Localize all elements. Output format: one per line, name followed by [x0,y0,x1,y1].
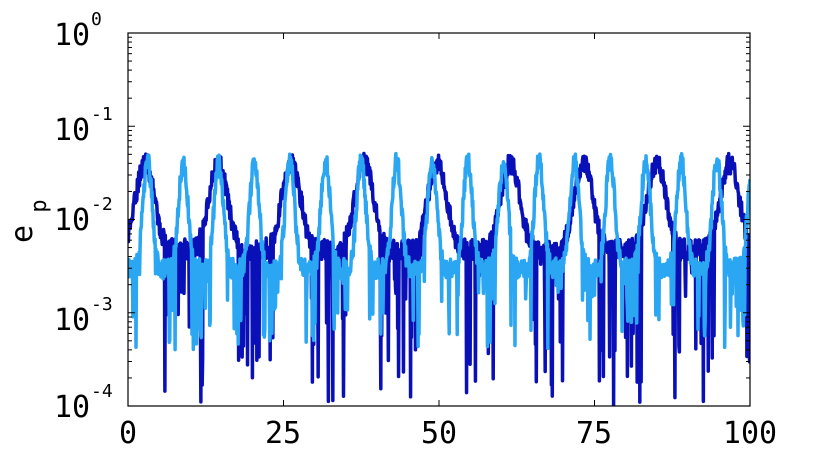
y-tick-label-2-exp: -2 [91,194,113,215]
y-tick-label-4-exp: 0 [91,9,102,30]
y-tick-label-2-base: 10 [54,203,90,238]
series-line-1 [128,151,750,352]
y-axis-label-base: e [5,225,40,243]
y-tick-1: 10 -3 [54,294,113,338]
y-tick-label-3-exp: -1 [91,104,113,125]
y-tick-label-1-exp: -3 [91,294,113,315]
x-tick-label-25: 25 [265,416,301,451]
y-tick-label-3-base: 10 [54,113,90,148]
ticks-layer [127,33,751,407]
y-axis-label: e p [5,199,52,243]
x-tick-label-100: 100 [723,416,777,451]
x-tick-label-50: 50 [421,416,457,451]
y-tick-label-4-base: 10 [54,18,90,53]
y-tick-2: 10 -2 [54,194,113,238]
y-axis-label-subscript: p [27,199,52,212]
y-tick-3: 10 -1 [54,104,113,148]
y-tick-label-0-base: 10 [54,390,90,425]
series-line-0 [128,151,750,406]
y-tick-label-1-base: 10 [54,303,90,338]
y-tick-0: 10 -4 [54,381,113,425]
series-layer [128,151,750,406]
x-tick-label-75: 75 [576,416,612,451]
x-tick-label-0: 0 [119,416,137,451]
y-tick-4: 10 0 [54,9,102,53]
y-tick-label-0-exp: -4 [91,381,113,402]
